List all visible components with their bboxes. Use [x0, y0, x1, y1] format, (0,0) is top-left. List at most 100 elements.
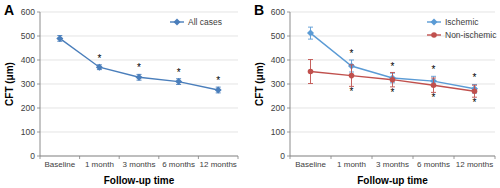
y-tick-label: 0 [30, 151, 35, 161]
x-tick-label: Baseline [44, 160, 75, 169]
panel-1: 0 100 200 300 400 500 600 Baseline 1 month 3 mont… [254, 2, 497, 186]
x-tick-label: 3 months [376, 160, 409, 169]
y-tick-label: 300 [271, 79, 285, 89]
data-point [136, 74, 143, 81]
panel-0: 0100200300400500600Baseline1 month3 mont… [4, 2, 238, 186]
x-tick [40, 156, 41, 159]
error-bar [349, 65, 354, 87]
x-tick [331, 156, 332, 159]
x-tick [79, 156, 80, 159]
data-point [349, 73, 355, 79]
data-point [307, 30, 314, 37]
x-axis [40, 156, 238, 157]
data-point [431, 82, 437, 88]
data-point [175, 78, 182, 85]
x-axis [290, 156, 495, 157]
y-tick-label: 300 [21, 79, 35, 89]
y-axis [290, 12, 291, 156]
grid-line [290, 108, 495, 109]
x-tick [158, 156, 159, 159]
error-bar [308, 27, 313, 39]
legend-label: Non-ischemic [445, 30, 497, 40]
x-tick [413, 156, 414, 159]
x-tick-label: 3 months [123, 160, 156, 169]
error-bar [176, 79, 181, 85]
data-point [390, 77, 396, 83]
y-tick-label: 500 [21, 31, 35, 41]
significance-mark: * [350, 48, 354, 59]
significance-mark: * [473, 72, 477, 83]
x-tick-label: 12 months [200, 160, 237, 169]
legend-label: Ischemic [445, 17, 479, 27]
error-bar [431, 78, 436, 92]
grid-line [40, 156, 238, 157]
x-tick [454, 156, 455, 159]
y-axis-title: CFT (μm) [4, 62, 15, 106]
grid-line [40, 84, 238, 85]
x-tick [238, 156, 239, 159]
legend-marker [174, 19, 181, 26]
legend-marker [431, 32, 437, 38]
significance-mark: * [350, 86, 354, 97]
x-axis-title: Follow-up time [357, 175, 428, 186]
series-line [311, 33, 475, 89]
panel-label: A [4, 2, 14, 18]
error-bar [137, 74, 142, 80]
x-axis-title: Follow-up time [104, 175, 175, 186]
y-tick-label: 400 [21, 55, 35, 65]
annotations: ******** [350, 48, 477, 108]
legend: All cases [170, 17, 222, 27]
x-tick [119, 156, 120, 159]
significance-mark: * [97, 53, 101, 64]
y-tick-label: 100 [21, 127, 35, 137]
data-point [56, 35, 63, 42]
data-point [96, 64, 103, 71]
x-tick-label: Baseline [295, 160, 326, 169]
legend-label: All cases [188, 17, 222, 27]
significance-mark: * [391, 87, 395, 98]
grid-line [40, 132, 238, 133]
x-tick [198, 156, 199, 159]
x-tick-label: 6 months [162, 160, 195, 169]
error-bar [57, 36, 62, 42]
error-bar [472, 85, 477, 97]
error-bar [308, 60, 313, 84]
x-tick [372, 156, 373, 159]
significance-mark: * [473, 97, 477, 108]
x-tick-label: 6 months [417, 160, 450, 169]
x-tick [495, 156, 496, 159]
grid-line [40, 108, 238, 109]
y-tick-label: 400 [271, 55, 285, 65]
y-tick-label: 600 [21, 7, 35, 17]
significance-mark: * [391, 61, 395, 72]
figure: 0 100 200 300 400 500 600 Baseline 1 month 3 mont… [0, 0, 500, 188]
grid-line [40, 36, 238, 37]
error-bar [216, 87, 221, 93]
x-tick-label: 12 months [456, 160, 493, 169]
significance-mark: * [216, 75, 220, 86]
annotations: **** [97, 53, 220, 86]
grid-line [290, 156, 495, 157]
error-bar [390, 72, 395, 86]
y-axis-title: CFT (μm) [254, 62, 265, 106]
y-tick-label: 500 [271, 31, 285, 41]
legend-marker [431, 19, 438, 26]
grid-line [40, 60, 238, 61]
x-tick-label: 1 month [85, 160, 114, 169]
grid-line [40, 12, 238, 13]
legend: Ischemic Non-ischemic [427, 17, 497, 40]
significance-mark: * [432, 64, 436, 75]
data-point [215, 87, 222, 94]
y-tick-label: 0 [280, 151, 285, 161]
y-tick-label: 100 [271, 127, 285, 137]
data-point [472, 88, 478, 94]
y-tick-label: 200 [271, 103, 285, 113]
data-point [308, 69, 314, 75]
x-tick-label: 1 month [337, 160, 366, 169]
grid-line [290, 12, 495, 13]
significance-mark: * [177, 67, 181, 78]
x-tick [290, 156, 291, 159]
y-tick-label: 600 [271, 7, 285, 17]
series-line [60, 38, 218, 90]
grid-line [290, 132, 495, 133]
